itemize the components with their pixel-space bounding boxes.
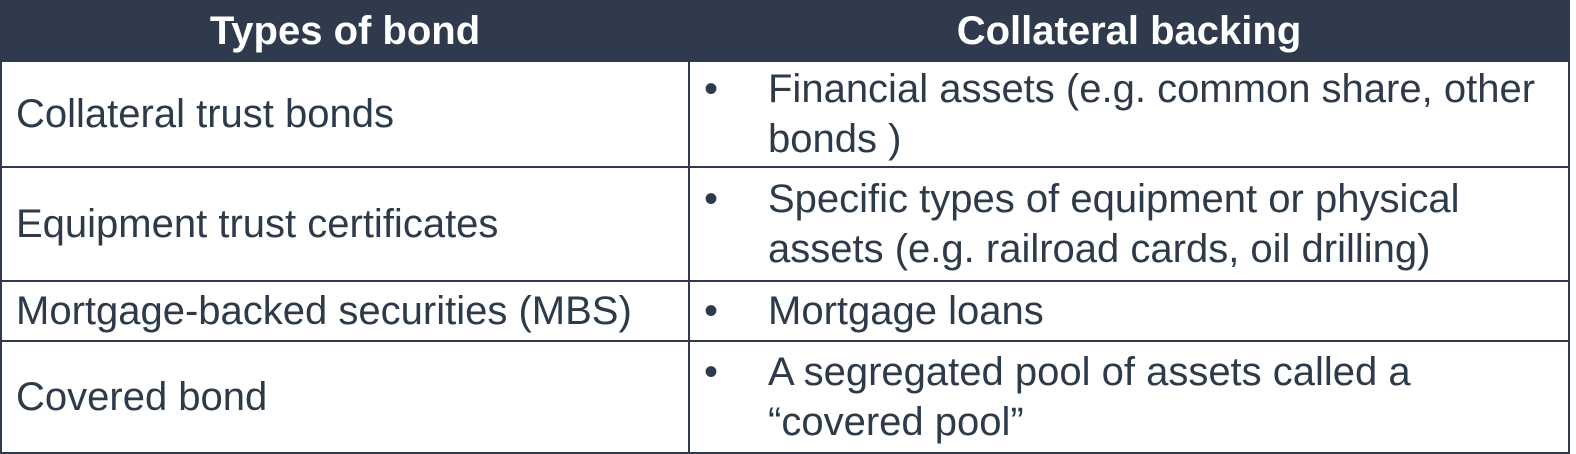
table-body: Collateral trust bonds • Financial asset… [0,60,1570,454]
table-row: Equipment trust certificates • Specific … [0,166,1570,282]
collateral-cell: • Financial assets (e.g. common share, o… [688,60,1570,168]
header-row: Types of bond Collateral backing [0,0,1570,62]
bullet-icon: • [704,289,719,333]
bullet-icon: • [704,350,719,394]
collateral-cell: • Specific types of equipment or physica… [688,166,1570,282]
collateral-text: Financial assets (e.g. common share, oth… [768,67,1536,161]
collateral-text: Mortgage loans [768,289,1044,333]
bullet-item: • A segregated pool of assets called a “… [690,347,1568,447]
collateral-text: A segregated pool of assets called a “co… [768,350,1411,444]
header-types-of-bond: Types of bond [0,0,690,62]
collateral-cell: • A segregated pool of assets called a “… [688,340,1570,454]
table-row: Mortgage-backed securities (MBS) • Mortg… [0,280,1570,342]
bullet-item: • Financial assets (e.g. common share, o… [690,64,1568,164]
collateral-cell: • Mortgage loans [688,280,1570,342]
table-header: Types of bond Collateral backing [0,0,1570,62]
bond-type-cell: Mortgage-backed securities (MBS) [0,280,690,342]
table-row: Covered bond • A segregated pool of asse… [0,340,1570,454]
bond-type-cell: Collateral trust bonds [0,60,690,168]
bullet-item: • Mortgage loans [690,286,1568,336]
bond-type-cell: Covered bond [0,340,690,454]
bullet-icon: • [704,67,719,111]
table-row: Collateral trust bonds • Financial asset… [0,60,1570,168]
bond-type-cell: Equipment trust certificates [0,166,690,282]
bullet-icon: • [704,177,719,221]
collateral-text: Specific types of equipment or physical … [768,177,1460,271]
header-collateral-backing: Collateral backing [688,0,1570,62]
bullet-item: • Specific types of equipment or physica… [690,174,1568,274]
